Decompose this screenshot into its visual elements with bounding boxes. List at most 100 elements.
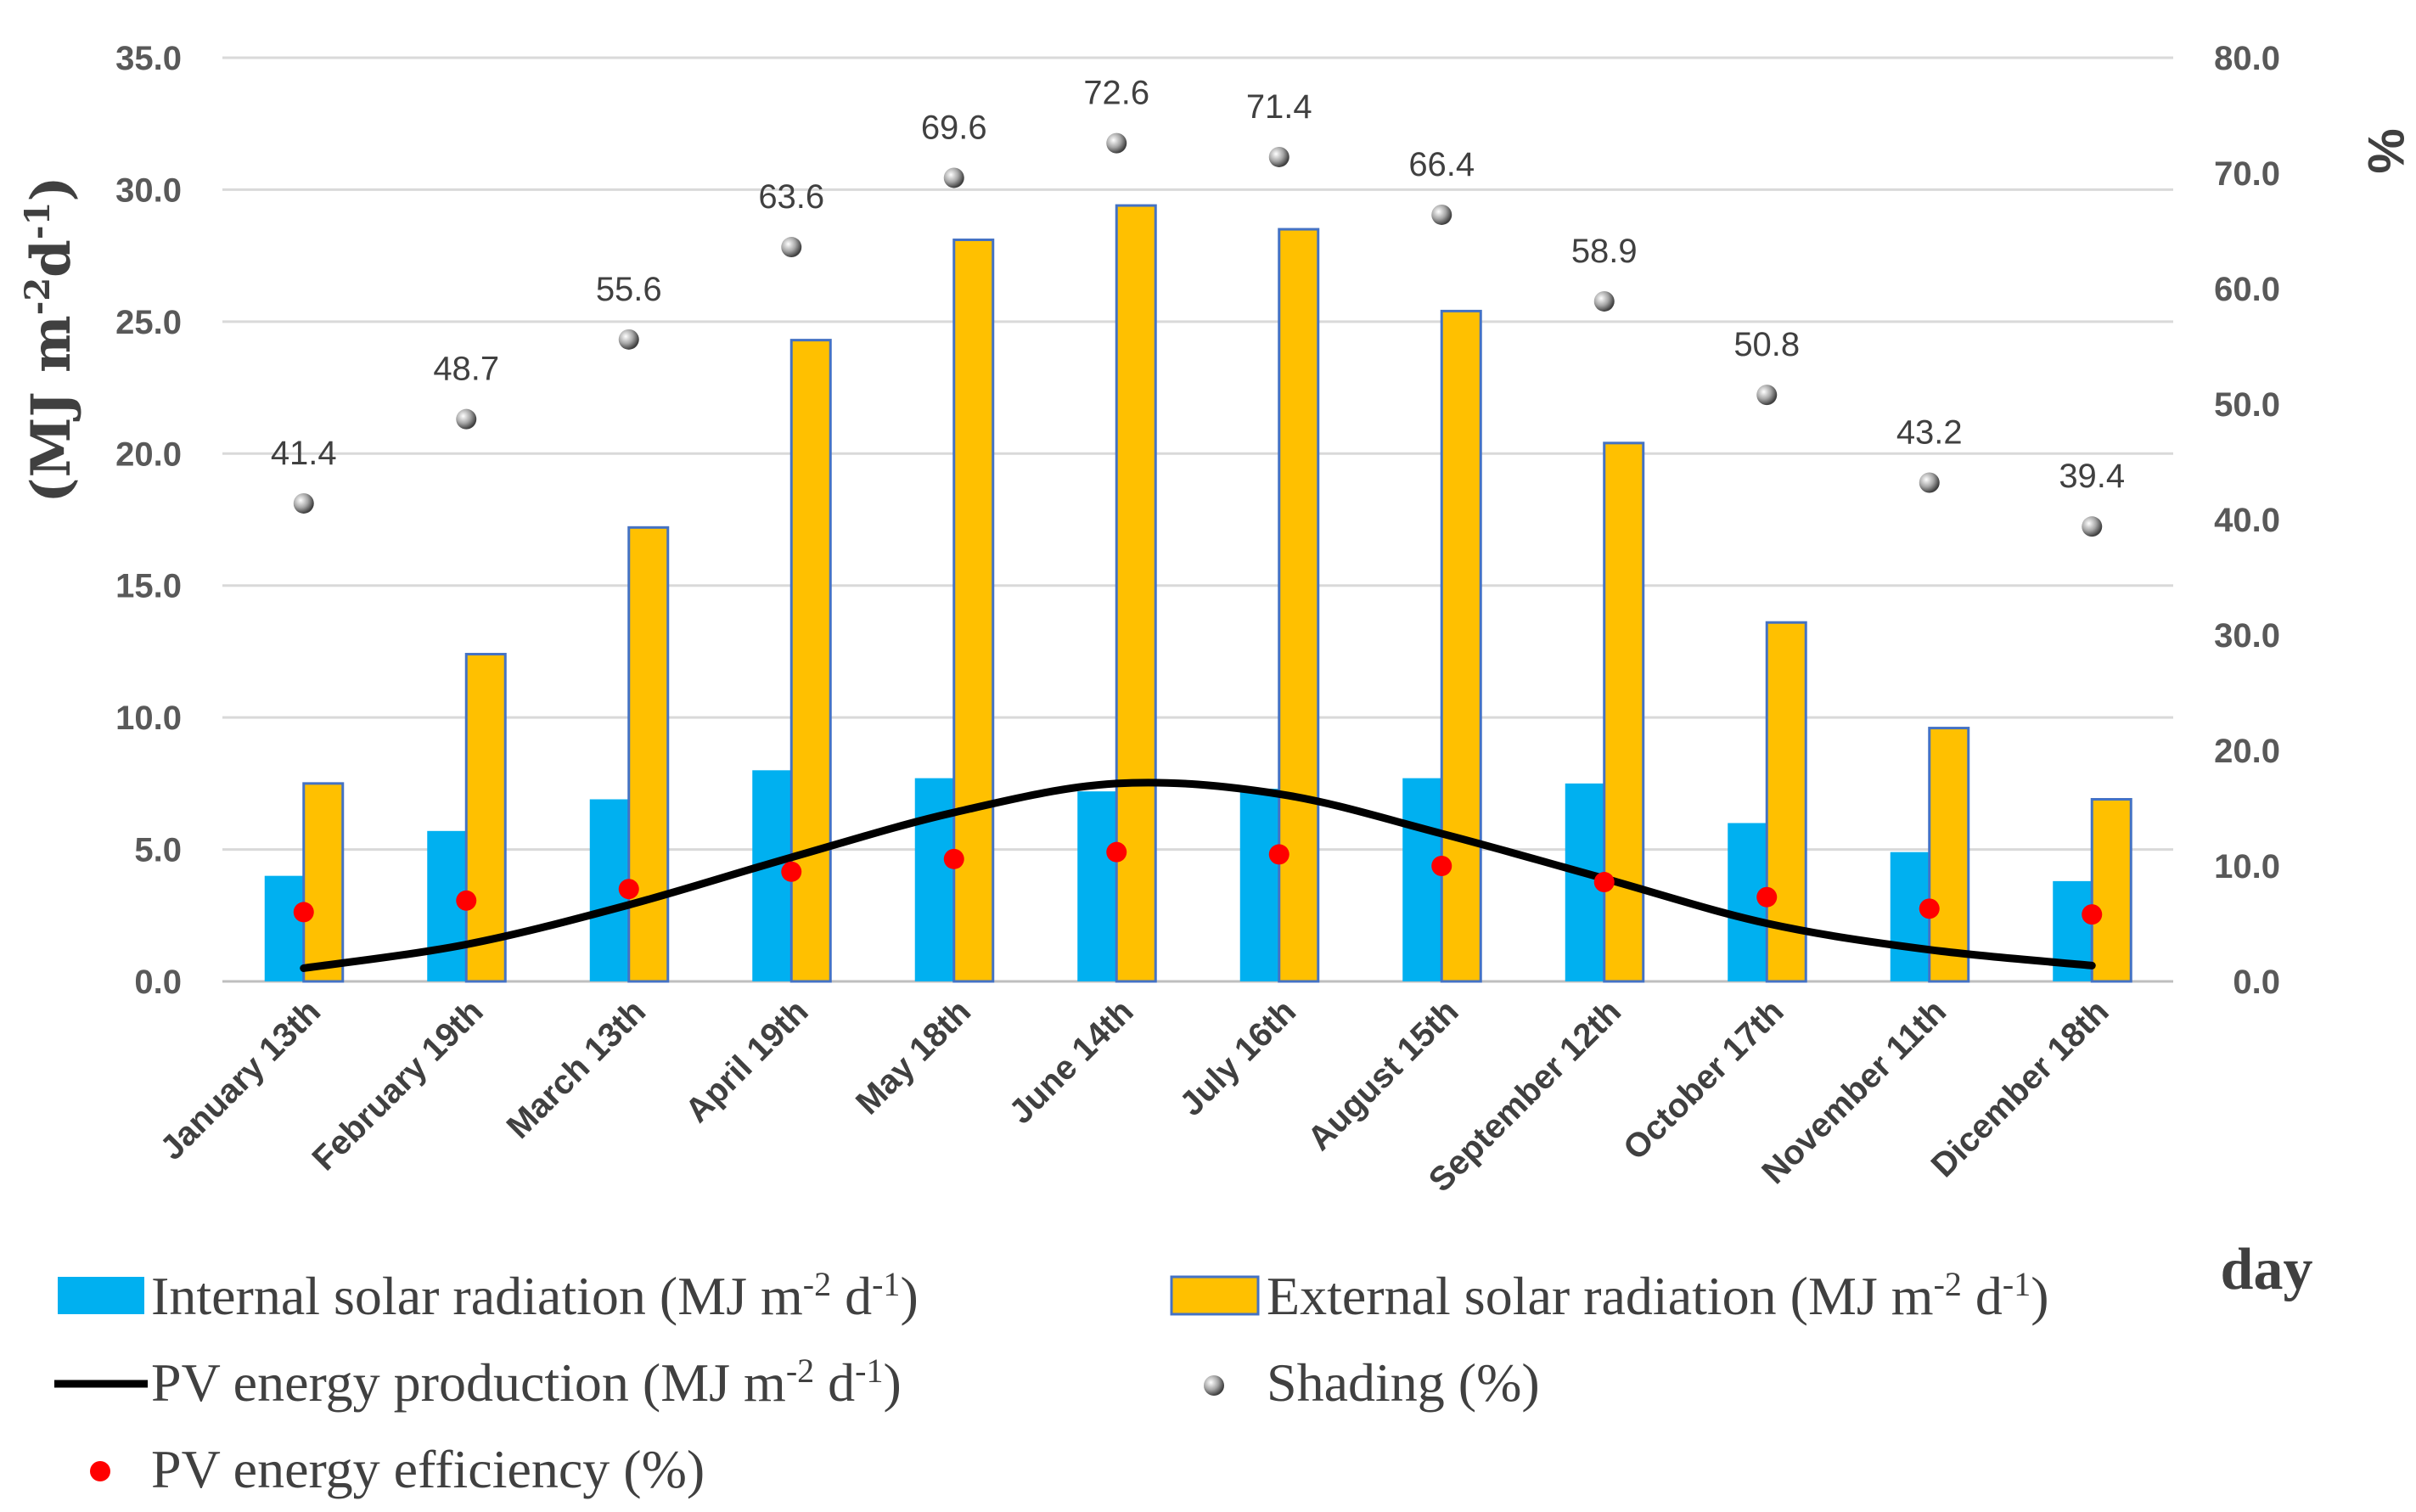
- y-left-tick-label: 30.0: [115, 171, 182, 209]
- pv-efficiency-point: [2082, 904, 2103, 925]
- shading-point: [293, 492, 314, 514]
- legend-item-pv-efficiency: PV energy efficiency (%): [90, 1439, 705, 1499]
- y-axis-left-label: (MJ m-2d-1): [18, 176, 83, 503]
- y-right-tick-label: 70.0: [2214, 155, 2280, 193]
- bar-external: [952, 238, 995, 983]
- shading-data-label: 50.8: [1733, 326, 1800, 363]
- bar-internal: [1402, 778, 1442, 981]
- legend-item-shading: Shading (%): [1204, 1352, 1540, 1413]
- legend-swatch-pv-efficiency: [90, 1461, 110, 1481]
- pv-efficiency-point: [781, 861, 802, 882]
- pv-efficiency-point: [1756, 886, 1778, 908]
- bar-internal: [1077, 791, 1117, 981]
- x-tick-label: August 15th: [1301, 992, 1466, 1158]
- y-right-tick-label: 50.0: [2214, 386, 2280, 424]
- bar-external: [627, 526, 670, 983]
- y-right-tick-label: 10.0: [2214, 848, 2280, 885]
- y-right-tick-label: 20.0: [2214, 733, 2280, 770]
- bar-internal: [914, 778, 954, 981]
- shading-data-label: 66.4: [1408, 146, 1475, 183]
- y-left-tick-label: 5.0: [134, 832, 182, 869]
- x-tick-label: January 13th: [154, 992, 329, 1167]
- pv-efficiency-point: [943, 848, 964, 869]
- shading-data-label: 41.4: [271, 435, 337, 472]
- shading-data-label: 58.9: [1571, 233, 1638, 270]
- x-tick-label: March 13th: [500, 992, 653, 1145]
- y-right-tick-label: 40.0: [2214, 502, 2280, 539]
- bar-external: [789, 339, 832, 983]
- pv-production-curve: [300, 778, 2096, 972]
- legend-swatch-shading: [1204, 1375, 1224, 1396]
- legend-text-internal: Internal solar radiation (MJ m-2 d-1): [151, 1265, 919, 1326]
- shading-point: [456, 408, 477, 430]
- bar-internal: [1890, 852, 1930, 981]
- y-right-tick-label: 0.0: [2233, 964, 2280, 1001]
- y-right-tick-label: 80.0: [2214, 40, 2280, 77]
- pv-efficiency-point: [293, 902, 314, 923]
- shading-data-label: 55.6: [596, 271, 662, 308]
- shading-point: [2082, 516, 2103, 537]
- bar-external: [1603, 441, 1645, 983]
- legend-item-internal: Internal solar radiation (MJ m-2 d-1): [58, 1265, 919, 1326]
- legend-item-pv-production: PV energy production (MJ m-2 d-1): [54, 1352, 902, 1413]
- points: [293, 132, 2103, 925]
- y-axis-right-label: %: [2357, 128, 2414, 173]
- shading-point: [1919, 472, 1940, 493]
- legend: Internal solar radiation (MJ m-2 d-1) Ex…: [54, 1265, 2049, 1499]
- shading-point: [781, 237, 802, 258]
- bar-external: [1115, 204, 1157, 983]
- y-left-tick-label: 20.0: [115, 436, 182, 473]
- shading-point: [1106, 132, 1127, 154]
- bar-external: [2090, 798, 2132, 983]
- shading-point: [1268, 146, 1289, 167]
- pv-efficiency-point: [1268, 844, 1289, 865]
- x-tick-label: April 19th: [678, 992, 816, 1130]
- shading-data-label: 43.2: [1896, 413, 1963, 451]
- bar-external: [1278, 228, 1320, 983]
- y-right-tick-label: 30.0: [2214, 617, 2280, 655]
- pv-efficiency-point: [1431, 856, 1452, 876]
- labels: 0.0 5.0 10.0 15.0 20.0 25.0 30.0 35.0 0.0 10.0 20.…: [115, 40, 2280, 1200]
- legend-text-pv-efficiency: PV energy efficiency (%): [151, 1439, 705, 1499]
- shading-data-label: 39.4: [2059, 458, 2125, 495]
- shading-point: [1431, 204, 1452, 225]
- bar-external: [302, 782, 345, 983]
- gridlines: [222, 56, 2173, 983]
- y-left-tick-label: 0.0: [134, 964, 182, 1001]
- shading-data-label: 71.4: [1246, 88, 1312, 126]
- y-left-tick-label: 15.0: [115, 568, 182, 605]
- pv-efficiency-point: [456, 890, 477, 911]
- x-tick-label: June 14th: [1002, 992, 1140, 1131]
- legend-swatch-internal: [58, 1277, 144, 1314]
- bar-external: [1928, 727, 1970, 983]
- legend-item-external: External solar radiation (MJ m-2 d-1): [1170, 1265, 2049, 1326]
- legend-swatch-external: [1170, 1275, 1260, 1316]
- shading-data-label: 72.6: [1083, 75, 1149, 112]
- x-tick-label: May 18th: [849, 992, 978, 1121]
- bar-external: [464, 653, 507, 983]
- bar-internal: [1239, 789, 1279, 981]
- pv-efficiency-point: [1593, 872, 1615, 893]
- x-tick-label: Dicember 18th: [1924, 992, 2116, 1184]
- shading-point: [618, 329, 639, 350]
- shading-data-label: 63.6: [758, 178, 824, 216]
- shading-point: [1593, 290, 1615, 312]
- pv-efficiency-point: [1919, 898, 1940, 919]
- bar-internal: [264, 875, 304, 981]
- shading-point: [943, 167, 964, 188]
- bar-external: [1440, 309, 1482, 983]
- y-right-tick-label: 60.0: [2214, 271, 2280, 308]
- pv-production-line: [300, 778, 2096, 972]
- shading-point: [1756, 385, 1778, 406]
- shading-data-label: 48.7: [433, 351, 499, 388]
- legend-text-pv-production: PV energy production (MJ m-2 d-1): [151, 1352, 902, 1413]
- x-tick-label: October 17th: [1616, 992, 1791, 1167]
- x-axis-label: day: [2221, 1237, 2313, 1302]
- bars: [264, 204, 2132, 983]
- y-left-tick-label: 35.0: [115, 40, 182, 77]
- legend-text-external: External solar radiation (MJ m-2 d-1): [1267, 1265, 2049, 1326]
- shading-data-label: 69.6: [921, 109, 987, 146]
- y-left-tick-label: 25.0: [115, 304, 182, 341]
- pv-efficiency-point: [618, 879, 639, 900]
